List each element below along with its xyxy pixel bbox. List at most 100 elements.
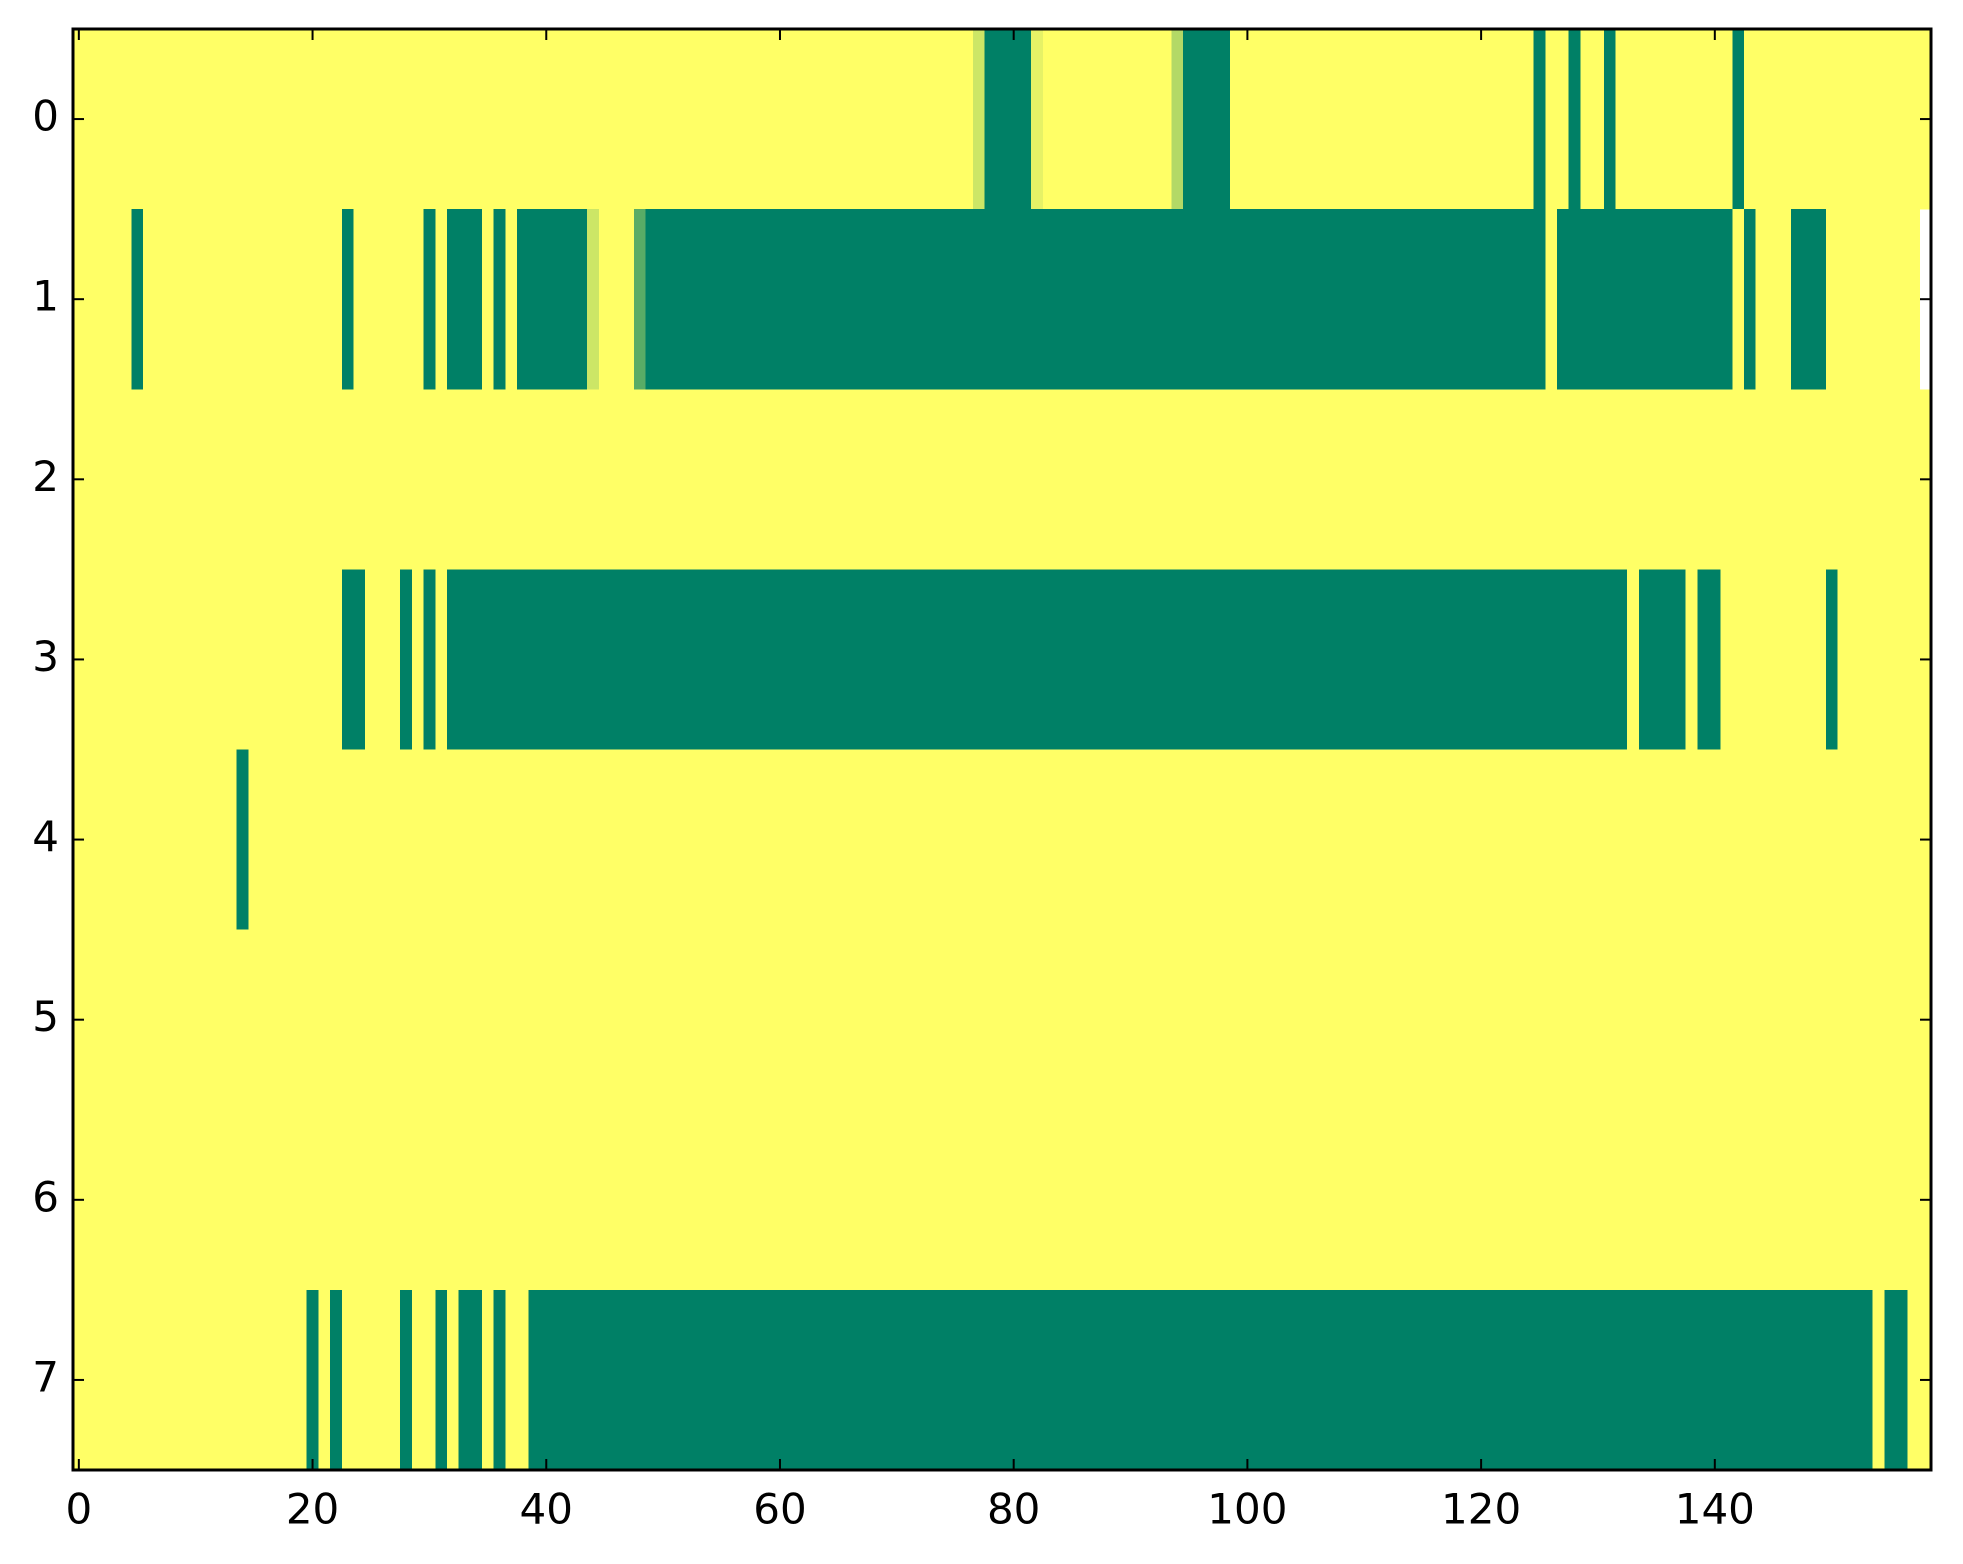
heatmap-cell <box>575 389 588 570</box>
heatmap-cell <box>236 569 249 751</box>
heatmap-cell <box>1650 569 1663 751</box>
x-tick-label: 60 <box>753 1485 806 1534</box>
heatmap-cell <box>1545 929 1558 1111</box>
heatmap-cell <box>1907 929 1920 1111</box>
heatmap-cell <box>1113 929 1126 1111</box>
heatmap-cell <box>1183 209 1196 390</box>
heatmap-cell <box>353 209 366 390</box>
heatmap-cell <box>423 389 436 570</box>
heatmap-cell <box>1451 29 1465 210</box>
heatmap-cell <box>914 29 927 210</box>
heatmap-cell <box>645 569 658 751</box>
heatmap-cell <box>528 929 542 1111</box>
heatmap-cell <box>224 1109 238 1291</box>
heatmap-cell <box>668 929 682 1111</box>
heatmap-cell <box>143 29 156 210</box>
heatmap-cell <box>587 389 600 570</box>
heatmap-cell <box>914 929 927 1111</box>
heatmap-cell <box>1335 389 1348 570</box>
heatmap-cell <box>1405 389 1418 570</box>
heatmap-cell <box>1311 1109 1324 1291</box>
heatmap-cell <box>1603 1109 1617 1291</box>
heatmap-cell <box>926 569 939 751</box>
heatmap-cell <box>388 569 401 751</box>
heatmap-cell <box>1849 1109 1862 1291</box>
heatmap-cell <box>1229 389 1243 570</box>
heatmap-cell <box>108 569 121 751</box>
heatmap-cell <box>1101 1289 1114 1471</box>
heatmap-cell <box>1475 209 1488 390</box>
heatmap-cell <box>493 1109 506 1291</box>
heatmap-cell <box>785 29 799 210</box>
heatmap-cell <box>213 1109 226 1291</box>
heatmap-cell <box>411 569 425 751</box>
heatmap-cell <box>1533 569 1546 751</box>
heatmap-cell <box>1814 1289 1827 1471</box>
heatmap-cell <box>400 1109 413 1291</box>
heatmap-cell <box>96 389 109 570</box>
heatmap-cell <box>1183 1289 1196 1471</box>
heatmap-cell <box>937 1109 951 1291</box>
heatmap-cell <box>926 749 939 931</box>
heatmap-cell <box>1767 749 1780 931</box>
heatmap-cell <box>1206 209 1219 390</box>
heatmap-cell <box>727 209 740 390</box>
heatmap-cell <box>996 749 1009 931</box>
heatmap-cell <box>552 389 565 570</box>
heatmap-cell <box>435 1289 448 1471</box>
heatmap-cell <box>1370 29 1383 210</box>
heatmap-cell <box>470 1289 483 1471</box>
heatmap-cell <box>224 389 238 570</box>
heatmap-cell <box>1241 929 1254 1111</box>
heatmap-cell <box>248 29 261 210</box>
heatmap-cell <box>1825 569 1839 751</box>
heatmap-cell <box>1895 209 1909 390</box>
heatmap-cell <box>1393 29 1406 210</box>
heatmap-cell <box>914 389 927 570</box>
heatmap-cell <box>855 749 869 931</box>
heatmap-cell <box>1860 209 1874 390</box>
heatmap-cell <box>1066 389 1079 570</box>
heatmap-cell <box>1463 389 1476 570</box>
heatmap-cell <box>984 389 997 570</box>
heatmap-cell <box>1673 929 1687 1111</box>
heatmap-cell <box>1241 749 1254 931</box>
heatmap-cell <box>1895 929 1909 1111</box>
heatmap-cell <box>1744 929 1757 1111</box>
heatmap-cell <box>108 1109 121 1291</box>
heatmap-cell <box>890 29 904 210</box>
heatmap-cell <box>365 389 378 570</box>
heatmap-cell <box>283 749 296 931</box>
heatmap-cell <box>1755 209 1769 390</box>
heatmap-cell <box>1019 1289 1032 1471</box>
heatmap-cell <box>493 389 506 570</box>
heatmap-cell <box>622 209 635 390</box>
heatmap-cell <box>341 29 355 210</box>
heatmap-cell <box>692 209 705 390</box>
heatmap-cell <box>1218 29 1231 210</box>
heatmap-cell <box>505 1289 518 1471</box>
heatmap-cell <box>1568 1289 1582 1471</box>
heatmap-cell <box>1253 749 1266 931</box>
heatmap-cell <box>820 29 834 210</box>
heatmap-cell <box>1428 1289 1441 1471</box>
heatmap-cell <box>1615 749 1628 931</box>
y-tick-label: 7 <box>32 1352 59 1401</box>
heatmap-cell <box>1545 569 1558 751</box>
heatmap-cell <box>1264 749 1278 931</box>
heatmap-cell <box>1744 209 1757 390</box>
heatmap-cell <box>1673 389 1687 570</box>
heatmap-cell <box>1042 29 1056 210</box>
heatmap-cell <box>341 569 355 751</box>
heatmap-cell <box>1662 1109 1675 1291</box>
heatmap-cell <box>213 749 226 931</box>
heatmap-cell <box>1405 209 1418 390</box>
heatmap-cell <box>1802 929 1815 1111</box>
heatmap-cell <box>1276 929 1289 1111</box>
heatmap-cell <box>797 209 810 390</box>
heatmap-cell <box>528 1109 542 1291</box>
heatmap-cell <box>166 749 179 931</box>
heatmap-cell <box>1755 1109 1769 1291</box>
heatmap-cell <box>1580 929 1593 1111</box>
heatmap-cell <box>1136 209 1149 390</box>
